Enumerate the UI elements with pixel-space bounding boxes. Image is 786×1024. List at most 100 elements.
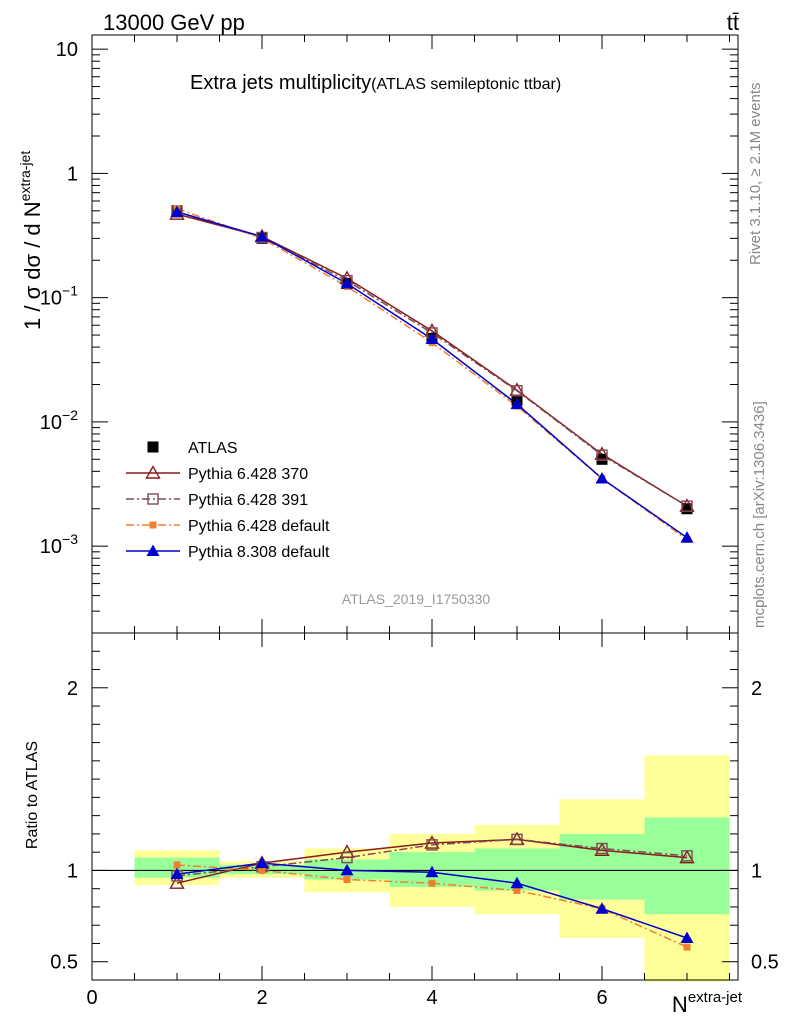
- data-point: [596, 449, 608, 461]
- ratio-point: [343, 876, 351, 884]
- legend-marker: [145, 465, 161, 479]
- series-line: [176, 213, 688, 507]
- analysis-id: ATLAS_2019_I1750330: [342, 591, 491, 607]
- tick-exponent: −1: [62, 283, 78, 299]
- ratio-point: [681, 850, 693, 862]
- title-text: Extra jets multiplicity: [190, 72, 371, 94]
- data-point: [595, 472, 609, 484]
- legend-label: ATLAS: [188, 440, 238, 457]
- data-point: [511, 385, 523, 397]
- x-axis-label: Nextra-jet: [672, 989, 743, 1017]
- ratio-y-tick-label-right: 2: [751, 678, 762, 700]
- ratio-point: [424, 835, 440, 849]
- data-point: [340, 276, 354, 289]
- main-y-tick-label: 1: [67, 163, 78, 185]
- ratio-point: [425, 865, 439, 878]
- main-series-points: [169, 205, 695, 544]
- data-point: [680, 531, 694, 543]
- tick-base: 10: [56, 39, 78, 61]
- tick-base: 10: [40, 288, 62, 310]
- legend: ATLAS Pythia 6.428 370 Pythia 6.428 391 Pyt…: [126, 440, 330, 561]
- ratio-y-tick-label-right: 1: [751, 860, 762, 882]
- mcplots-label: mcplots.cern.ch [arXiv:1306.3436]: [751, 401, 768, 628]
- series-line: [176, 207, 688, 541]
- legend-marker: [146, 544, 160, 556]
- data-point: [510, 397, 524, 410]
- data-point: [594, 446, 610, 460]
- ratio-y-tick-label-left: 2: [67, 678, 78, 700]
- ratio-uncertainty-bands: [92, 755, 738, 982]
- ratio-ticks: 0.5 0.5 1 1 2 2 0 2 4 6: [50, 632, 779, 1009]
- ratio-y-tick-label-left: 1: [67, 860, 78, 882]
- main-y-tick-label: 10: [56, 39, 78, 61]
- ratio-point: [258, 866, 266, 874]
- x-axis-label-sup: extra-jet: [688, 989, 743, 1006]
- ratio-point: [679, 849, 695, 864]
- main-title: Extra jets multiplicity(ATLAS semilepton…: [190, 72, 561, 94]
- ratio-y-tick-label-right: 0.5: [751, 952, 779, 974]
- x-tick-label: 6: [596, 987, 607, 1009]
- y-axis-label-sup: extra-jet: [17, 151, 33, 202]
- series-line: [176, 211, 688, 539]
- main-y-tick-label: 10−2: [40, 407, 78, 434]
- ratio-y-axis-label: Ratio to ATLAS: [24, 741, 41, 849]
- subtitle-text: (ATLAS semileptonic ttbar): [371, 76, 561, 93]
- legend-label: Pythia 6.428 391: [188, 492, 308, 509]
- tick-exponent: −3: [62, 531, 78, 547]
- stat-uncertainty-band: [644, 817, 730, 915]
- legend-label: Pythia 6.428 370: [188, 466, 308, 483]
- ratio-point: [510, 876, 524, 889]
- ratio-point: [339, 844, 355, 858]
- rivet-label: Rivet 3.1.10, ≥ 2.1M events: [747, 83, 764, 266]
- legend-label: Pythia 8.308 default: [188, 544, 330, 561]
- data-point: [170, 205, 184, 217]
- ratio-point: [511, 833, 523, 846]
- x-tick-label: 0: [86, 987, 97, 1009]
- ratio-point: [595, 902, 609, 914]
- ratio-point: [341, 851, 353, 864]
- ratio-point: [596, 842, 608, 855]
- ratio-point: [594, 842, 610, 857]
- ratio-plot-panel: 0.5 0.5 1 1 2 2 0 2 4 6 Ratio to ATLAS Nextra-jet: [24, 632, 779, 1017]
- energy-label: 13000 GeV pp: [103, 10, 245, 35]
- ratio-y-tick-label-left: 0.5: [50, 952, 78, 974]
- legend-marker: [147, 493, 159, 505]
- legend-marker: [147, 441, 159, 453]
- data-point: [681, 500, 693, 512]
- tick-base: 1: [67, 163, 78, 185]
- ratio-point: [426, 839, 438, 851]
- ratio-point: [428, 879, 436, 887]
- data-point: [425, 332, 439, 344]
- main-x-ticks: [91, 35, 730, 633]
- legend-marker: [149, 521, 157, 529]
- ratio-point: [169, 875, 185, 889]
- tick-base: 10: [40, 412, 62, 434]
- series-line: [176, 211, 688, 507]
- ratio-series-points: [169, 831, 695, 951]
- tick-base: 10: [40, 536, 62, 558]
- data-point: [681, 503, 693, 515]
- tick-exponent: −2: [62, 407, 78, 423]
- main-y-tick-label: 10−1: [40, 283, 78, 310]
- main-y-tick-label: 10−3: [40, 531, 78, 558]
- ratio-point: [683, 943, 691, 951]
- x-axis-label-main: N: [672, 992, 688, 1017]
- process-label: tt̄: [727, 10, 739, 35]
- ratio-point: [340, 863, 354, 876]
- x-tick-label: 4: [426, 987, 437, 1009]
- legend-label: Pythia 6.428 default: [188, 518, 330, 535]
- ratio-point: [170, 867, 184, 880]
- ratio-point: [255, 856, 269, 869]
- main-series-lines: [176, 207, 688, 541]
- main-plot-panel: Extra jets multiplicity(ATLAS semilepton…: [17, 34, 739, 634]
- ratio-point: [513, 887, 521, 895]
- ratio-frame: [91, 632, 739, 981]
- x-tick-label: 2: [256, 987, 267, 1009]
- ratio-point: [680, 931, 694, 943]
- y-axis-label: 1 / σ dσ / d Nextra-jet: [17, 151, 45, 330]
- data-point: [255, 230, 269, 242]
- y-axis-label-main: 1 / σ dσ / d N: [20, 201, 45, 330]
- ratio-point: [173, 861, 181, 869]
